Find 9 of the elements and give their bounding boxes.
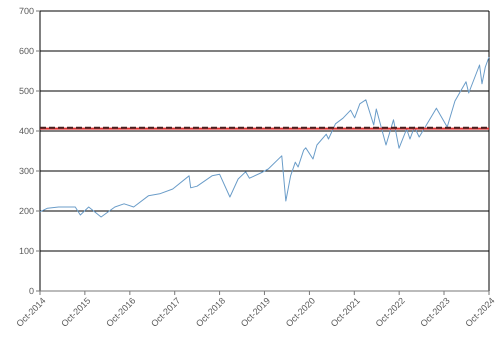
line-series	[40, 56, 490, 218]
y-tick-label: 0	[28, 286, 34, 296]
y-tick-label: 700	[18, 6, 34, 16]
y-tick-label: 600	[18, 46, 34, 56]
y-tick-label: 100	[18, 246, 34, 256]
y-tick-label: 300	[18, 166, 34, 176]
y-tick-label: 400	[18, 126, 34, 136]
y-tick-label: 500	[18, 86, 34, 96]
y-tick-label: 200	[18, 206, 34, 216]
